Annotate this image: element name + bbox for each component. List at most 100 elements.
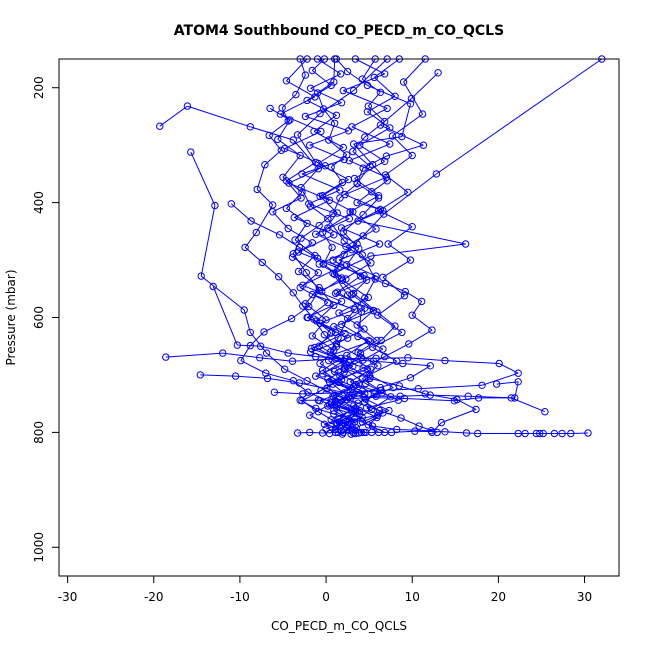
series-segment: [243, 309, 251, 333]
series-segment: [319, 388, 353, 402]
data-point: [197, 272, 205, 280]
data-point: [339, 143, 347, 152]
data-point: [301, 112, 310, 121]
data-point: [263, 374, 272, 383]
data-point: [304, 388, 312, 396]
series-segment: [286, 58, 308, 82]
data-point: [369, 357, 378, 365]
x-tick-label: -10: [230, 590, 250, 604]
series-segment: [288, 182, 330, 201]
series-segment: [272, 211, 289, 229]
data-point: [328, 243, 336, 252]
data-point: [514, 429, 522, 438]
data-point: [366, 337, 374, 346]
series-segment: [378, 210, 413, 228]
series-segment: [346, 354, 372, 370]
series-segment: [324, 423, 359, 434]
series-segment: [333, 310, 374, 328]
series-segment: [311, 333, 346, 349]
data-point: [293, 131, 302, 139]
series-segment: [324, 334, 337, 348]
data-point: [418, 297, 426, 306]
data-point: [363, 365, 372, 373]
data-point: [346, 378, 354, 386]
series-segment: [368, 360, 397, 376]
data-point: [340, 237, 348, 245]
series-segment: [383, 173, 437, 215]
data-point: [327, 81, 335, 90]
series-segment: [315, 375, 353, 390]
data-point: [294, 248, 303, 256]
data-point: [367, 259, 375, 267]
y-tick-label: 800: [32, 421, 46, 444]
data-point: [334, 264, 342, 272]
series-segment: [287, 228, 313, 244]
data-point: [348, 123, 356, 131]
data-point: [338, 276, 347, 284]
data-point: [478, 381, 486, 389]
y-tick-label: 200: [32, 76, 46, 99]
series-segment: [298, 234, 335, 253]
data-point: [536, 429, 544, 438]
series-segment: [306, 84, 332, 101]
data-point: [316, 397, 324, 405]
data-point: [187, 148, 195, 156]
series-segment: [365, 387, 394, 400]
data-point: [262, 349, 271, 357]
series-segment: [284, 148, 326, 167]
series-segment: [293, 199, 330, 218]
series-segment: [367, 95, 396, 113]
data-point: [301, 71, 310, 79]
series-segment: [351, 126, 391, 145]
data-point: [277, 146, 285, 155]
series-segment: [352, 151, 371, 167]
data-point: [247, 217, 255, 225]
data-point: [375, 240, 384, 248]
data-point: [338, 178, 347, 187]
data-point: [314, 269, 322, 277]
data-point: [316, 359, 324, 368]
series-segment: [237, 344, 261, 347]
series-segment: [315, 218, 350, 235]
series-segment: [294, 239, 316, 256]
y-tick-label: 1000: [32, 532, 46, 563]
series-segment: [338, 312, 365, 330]
data-point: [398, 328, 406, 337]
data-point: [306, 141, 314, 149]
series-segment: [380, 98, 412, 126]
series-segment: [200, 275, 245, 311]
data-point: [298, 397, 306, 405]
data-point: [377, 336, 385, 345]
data-point: [404, 188, 412, 197]
series-segment: [280, 96, 316, 115]
series-segment: [341, 323, 369, 341]
data-point: [241, 243, 249, 252]
series-segment: [305, 115, 349, 132]
series-segment: [362, 410, 390, 423]
data-point: [233, 341, 242, 349]
data-point: [441, 428, 449, 436]
data-point: [391, 92, 399, 101]
data-point: [322, 425, 330, 433]
data-point: [291, 236, 299, 244]
series-segment: [190, 151, 216, 206]
series-segment: [305, 303, 327, 321]
data-point: [297, 194, 305, 202]
data-point: [282, 204, 291, 213]
series-segment: [260, 345, 289, 354]
series-segment: [284, 130, 322, 150]
data-point: [332, 340, 341, 348]
data-point: [408, 223, 416, 231]
data-point: [474, 394, 483, 402]
data-point: [343, 67, 352, 76]
chart-title: ATOM4 Southbound CO_PECD_m_CO_QCLS: [174, 23, 504, 39]
data-point: [532, 429, 540, 438]
data-point: [337, 297, 346, 306]
series-segment: [353, 58, 388, 91]
series-segment: [356, 324, 378, 341]
data-point: [349, 402, 358, 410]
series-segment: [329, 381, 365, 395]
data-point: [344, 175, 353, 184]
series-segment: [408, 329, 433, 345]
data-point: [343, 351, 351, 360]
